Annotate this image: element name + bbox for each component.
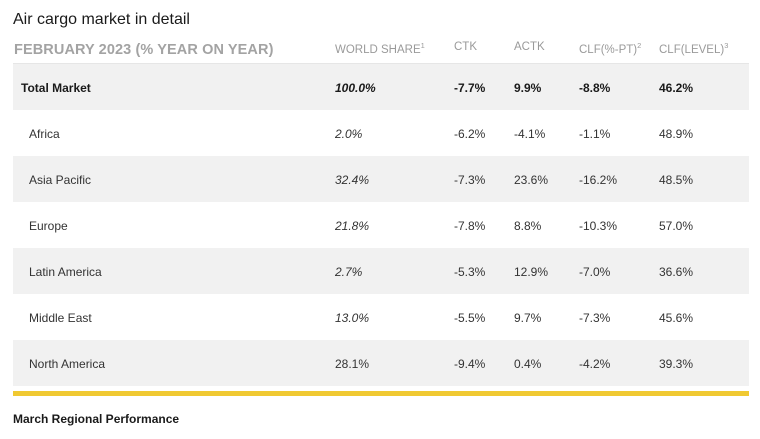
region-name: Africa — [29, 127, 60, 141]
world-share-value: 32.4% — [335, 173, 370, 187]
clf-level-value: 48.5% — [659, 173, 694, 187]
header-actk: ACTK — [514, 41, 545, 53]
ctk-value: -7.8% — [454, 219, 486, 233]
region-name: Latin America — [29, 265, 102, 279]
clf-pt-value: -7.3% — [579, 311, 611, 325]
world-share-value: 100.0% — [335, 81, 376, 95]
table-row: North America 28.1% -9.4% 0.4% -4.2% 39.… — [13, 340, 749, 386]
region-name: Total Market — [21, 81, 91, 95]
world-share-value: 21.8% — [335, 219, 370, 233]
header-ctk: CTK — [454, 41, 477, 53]
world-share-value: 2.0% — [335, 127, 363, 141]
ctk-value: -7.3% — [454, 173, 486, 187]
section-heading: March Regional Performance — [13, 412, 180, 426]
clf-pt-value: -16.2% — [579, 173, 618, 187]
actk-value: 8.8% — [514, 219, 542, 233]
air-cargo-table: FEBRUARY 2023 (% YEAR ON YEAR) WORLD SHA… — [13, 37, 749, 386]
header-clf-pt: CLF(%-PT)2 — [579, 41, 642, 56]
ctk-value: -5.5% — [454, 311, 486, 325]
ctk-value: -9.4% — [454, 357, 486, 371]
clf-level-value: 36.6% — [659, 265, 694, 279]
ctk-value: -7.7% — [454, 81, 486, 95]
world-share-value: 28.1% — [335, 357, 370, 371]
table-row: Middle East 13.0% -5.5% 9.7% -7.3% 45.6% — [13, 294, 749, 340]
clf-pt-value: -1.1% — [579, 127, 611, 141]
ctk-value: -6.2% — [454, 127, 486, 141]
region-name: Asia Pacific — [29, 173, 92, 187]
accent-divider — [13, 391, 749, 396]
period-label: FEBRUARY 2023 (% YEAR ON YEAR) — [14, 42, 274, 58]
header-world-share: WORLD SHARE1 — [335, 41, 425, 56]
region-name: North America — [29, 357, 106, 371]
actk-value: 23.6% — [514, 173, 549, 187]
header-clf-level: CLF(LEVEL)3 — [659, 41, 729, 56]
actk-value: -4.1% — [514, 127, 546, 141]
actk-value: 9.7% — [514, 311, 542, 325]
clf-level-value: 46.2% — [659, 81, 694, 95]
region-name: Europe — [29, 219, 68, 233]
clf-pt-value: -7.0% — [579, 265, 611, 279]
table-row: Asia Pacific 32.4% -7.3% 23.6% -16.2% 48… — [13, 156, 749, 202]
table-row: Latin America 2.7% -5.3% 12.9% -7.0% 36.… — [13, 248, 749, 294]
world-share-value: 2.7% — [335, 265, 363, 279]
table-row: Europe 21.8% -7.8% 8.8% -10.3% 57.0% — [13, 202, 749, 248]
clf-level-value: 45.6% — [659, 311, 694, 325]
clf-pt-value: -10.3% — [579, 219, 618, 233]
ctk-value: -5.3% — [454, 265, 486, 279]
region-name: Middle East — [29, 311, 92, 325]
actk-value: 12.9% — [514, 265, 549, 279]
actk-value: 0.4% — [514, 357, 542, 371]
clf-level-value: 48.9% — [659, 127, 694, 141]
actk-value: 9.9% — [514, 81, 542, 95]
page-title: Air cargo market in detail — [13, 11, 190, 28]
clf-level-value: 39.3% — [659, 357, 694, 371]
table-row: Africa 2.0% -6.2% -4.1% -1.1% 48.9% — [13, 110, 749, 156]
table-row: Total Market 100.0% -7.7% 9.9% -8.8% 46.… — [13, 64, 749, 110]
world-share-value: 13.0% — [335, 311, 370, 325]
clf-pt-value: -4.2% — [579, 357, 611, 371]
clf-level-value: 57.0% — [659, 219, 694, 233]
clf-pt-value: -8.8% — [579, 81, 611, 95]
table-header: FEBRUARY 2023 (% YEAR ON YEAR) WORLD SHA… — [13, 37, 749, 64]
